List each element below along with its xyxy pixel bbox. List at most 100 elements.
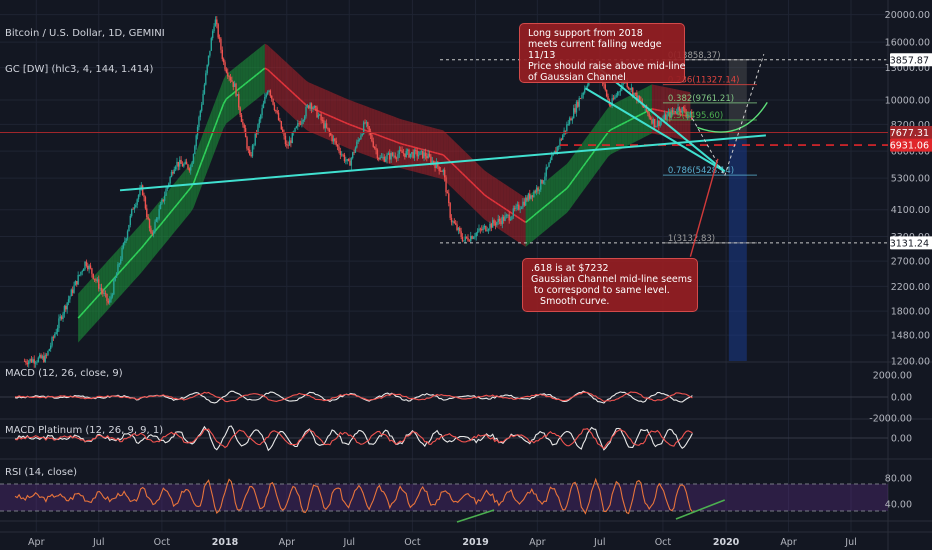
panel-axis: 2000.00 0.00 -2000.00 0.00 80.00 40.00 xyxy=(869,371,912,511)
candle-body xyxy=(439,170,442,172)
channel-midline-segment xyxy=(349,123,353,127)
candle-body xyxy=(98,279,100,289)
channel-midline-segment xyxy=(107,281,112,286)
candle-body xyxy=(273,104,276,111)
candle-body xyxy=(281,129,284,133)
candle-body xyxy=(288,140,291,146)
time-axis-label: Apr xyxy=(279,537,296,548)
channel-midline-segment xyxy=(206,139,211,148)
candle-body xyxy=(30,358,33,363)
channel-midline-segment xyxy=(585,158,590,163)
price-axis-tick: 2200.00 xyxy=(891,282,930,293)
candle-body xyxy=(146,208,148,217)
candle-body xyxy=(408,149,410,158)
candle-body xyxy=(464,236,466,241)
candle-body xyxy=(519,208,521,210)
candle-body xyxy=(37,357,40,362)
candle-body xyxy=(346,159,348,161)
candle-body xyxy=(32,359,34,363)
rsi-panel xyxy=(14,477,693,515)
candle-body xyxy=(275,110,277,111)
rsi-panel-title: RSI (14, close) xyxy=(5,467,78,478)
fib-level-label: 0.786(5428.14) xyxy=(668,166,734,176)
candle-body xyxy=(185,161,188,165)
candle-body xyxy=(28,361,30,365)
candle-body xyxy=(266,91,269,95)
annotation-wedge[interactable]: Long support from 2018 meets current fal… xyxy=(519,23,686,83)
candle-body xyxy=(118,263,121,265)
candle-body xyxy=(540,179,542,190)
candle-body xyxy=(350,158,353,166)
price-axis: 20000.00 16000.00 13000.00 10000.00 8200.00 6… xyxy=(884,10,932,368)
candle-body xyxy=(493,220,495,224)
candle-body xyxy=(287,145,289,147)
channel-midline-segment xyxy=(264,67,268,71)
channel-midline-segment xyxy=(80,311,85,316)
candle-body xyxy=(290,140,292,144)
candle-body xyxy=(373,146,376,149)
candle-body xyxy=(106,293,108,302)
candle-body xyxy=(341,154,343,156)
channel-midline-segment xyxy=(484,194,488,198)
rsi-axis-tick: 80.00 xyxy=(885,474,912,485)
channel-midline-segment xyxy=(635,115,639,118)
time-axis-label: Oct xyxy=(154,537,171,548)
macd-panel-title: MACD (12, 26, close, 9) xyxy=(5,368,123,379)
candle-body xyxy=(404,153,406,157)
candle-body xyxy=(34,362,37,364)
candle-body xyxy=(400,149,402,151)
channel-midline-segment xyxy=(613,126,617,130)
candle-body xyxy=(332,138,335,142)
channel-midline-segment xyxy=(242,82,247,87)
time-axis-label: Jul xyxy=(593,537,605,548)
candle-body xyxy=(233,83,236,87)
candle-body xyxy=(316,107,318,118)
candle-body xyxy=(432,160,435,164)
candle-body xyxy=(306,105,309,107)
channel-midline-segment xyxy=(168,210,173,216)
time-axis-label: Oct xyxy=(655,537,672,548)
channel-midline-segment xyxy=(601,135,606,141)
channel-midline-segment xyxy=(522,219,527,224)
channel-midline-segment xyxy=(94,296,98,301)
candle-body xyxy=(71,289,74,293)
candle-body xyxy=(406,149,409,152)
candle-body xyxy=(686,114,689,116)
candle-body xyxy=(478,228,480,232)
channel-midline-segment xyxy=(294,94,299,98)
candle-body xyxy=(76,281,78,285)
candle-body xyxy=(205,73,207,85)
candle-body xyxy=(62,313,64,319)
candle-body xyxy=(474,236,476,238)
candle-body xyxy=(534,191,536,193)
candle-body xyxy=(331,135,333,142)
price-axis-tick: 1200.00 xyxy=(891,357,930,368)
channel-midline-segment xyxy=(173,204,178,209)
channel-midline-segment xyxy=(500,205,505,209)
candle-body xyxy=(286,144,288,146)
candle-body xyxy=(91,268,93,274)
candle-body xyxy=(338,146,340,152)
candle-body xyxy=(216,19,218,25)
channel-midline-segment xyxy=(291,91,296,96)
candle-body xyxy=(500,220,502,225)
channel-midline-segment xyxy=(209,132,214,141)
candle-body xyxy=(492,220,494,228)
candle-body xyxy=(419,151,421,155)
channel-midline-segment xyxy=(346,122,351,126)
candle-body xyxy=(179,159,181,167)
candle-body xyxy=(129,215,132,225)
channel-midline-segment xyxy=(541,205,546,210)
candle-body xyxy=(494,223,497,226)
candle-body xyxy=(368,126,370,132)
candle-body xyxy=(272,98,274,105)
candle-body xyxy=(324,123,326,129)
candle-body xyxy=(616,92,619,96)
candle-body xyxy=(198,117,200,127)
candle-body xyxy=(667,112,670,115)
candle-body xyxy=(336,144,339,147)
channel-midline-segment xyxy=(184,190,189,196)
annotation-fib-618[interactable]: .618 is at $7232 Gaussian Channel mid-li… xyxy=(522,258,698,312)
candle-body xyxy=(115,273,118,278)
